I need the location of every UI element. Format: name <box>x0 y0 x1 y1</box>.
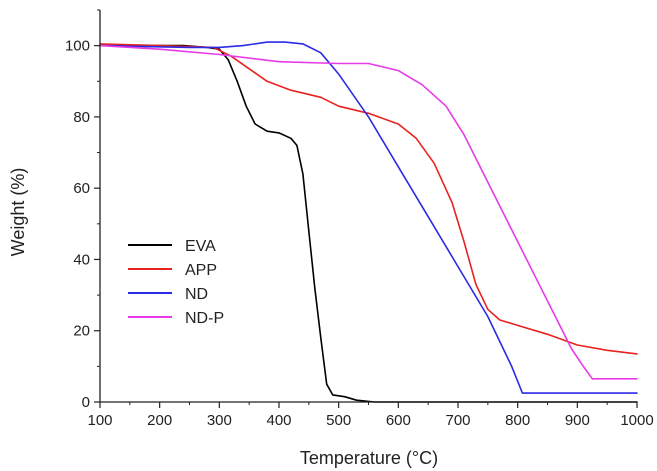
y-tick-label: 0 <box>82 394 90 411</box>
x-tick-label: 700 <box>445 412 470 429</box>
legend-label: APP <box>185 262 217 279</box>
legend: EVA APP ND ND-P <box>128 238 224 327</box>
x-tick-label: 200 <box>147 412 172 429</box>
series-line-nd <box>99 41 638 394</box>
y-tick-label: 20 <box>73 323 90 340</box>
y-tick-label: 80 <box>73 109 90 126</box>
y-tick-label: 60 <box>73 180 90 197</box>
x-tick-label: 300 <box>207 412 232 429</box>
y-tick-label: 100 <box>65 38 90 55</box>
x-axis-title: Temperature (°C) <box>300 448 438 468</box>
legend-label: EVA <box>185 238 216 255</box>
x-axis-ticks: 100 200 300 400 500 600 700 800 900 1000 <box>87 402 654 429</box>
legend-label: ND <box>185 286 208 303</box>
series-line-nd-p <box>99 44 638 380</box>
y-axis-ticks: 0 20 40 60 80 100 <box>65 9 100 411</box>
x-tick-label: 500 <box>326 412 351 429</box>
x-tick-label: 900 <box>565 412 590 429</box>
y-tick-label: 40 <box>73 251 90 268</box>
legend-label: ND-P <box>185 310 224 327</box>
x-tick-label: 400 <box>266 412 291 429</box>
x-tick-label: 800 <box>505 412 530 429</box>
x-tick-label: 100 <box>87 412 112 429</box>
x-tick-label: 600 <box>386 412 411 429</box>
plot-area: 100 200 300 400 500 600 700 800 900 1000 0 20 40 60 8… <box>65 9 654 429</box>
y-axis-title: Weight (%) <box>8 168 28 257</box>
series-line-eva <box>99 44 638 403</box>
series-layer <box>99 41 638 403</box>
series-line-app <box>99 43 638 355</box>
x-tick-label: 1000 <box>620 412 653 429</box>
